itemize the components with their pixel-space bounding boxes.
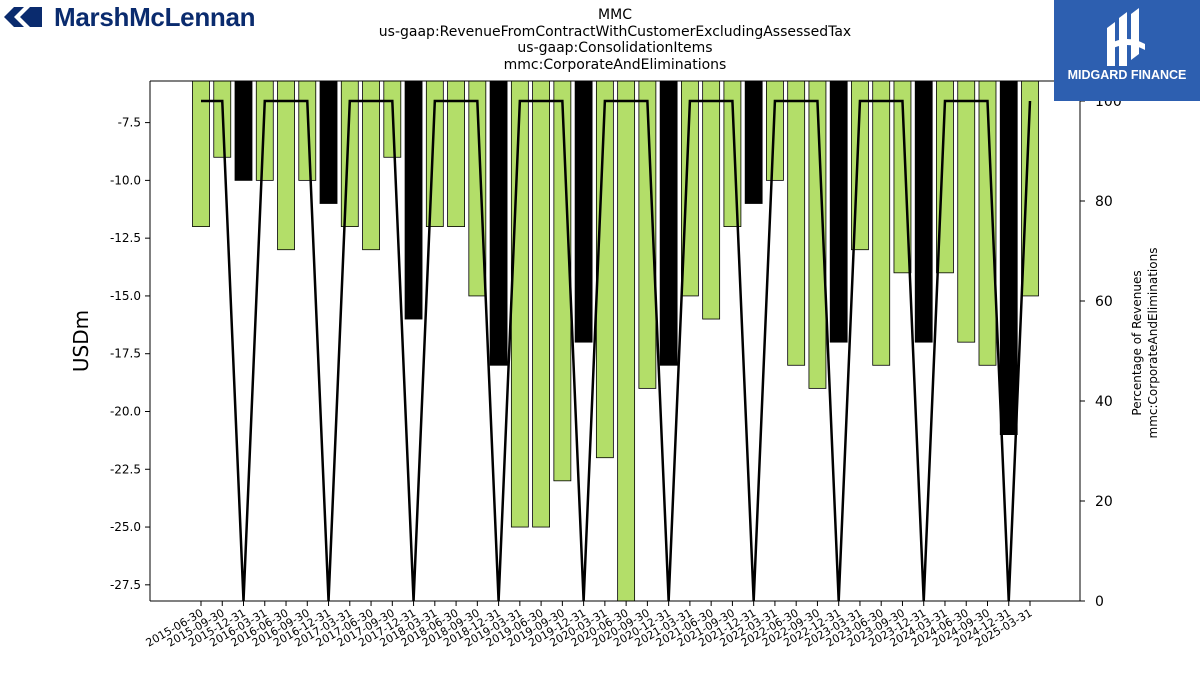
marsh-mclennan-logo-text: MarshMcLennan	[54, 1, 256, 32]
bar-2019-12-31	[574, 81, 593, 343]
y-tick-label: -22.5	[110, 462, 141, 476]
bar-2015-12-31	[234, 81, 253, 181]
midgard-finance-logo: MIDGARD FINANCE	[1054, 0, 1200, 101]
bar-2015-06-30	[192, 81, 210, 228]
bar-2017-06-30	[362, 81, 380, 251]
y2-tick-label: 80	[1095, 194, 1113, 210]
bar-2016-09-30	[298, 81, 317, 181]
marsh-mclennan-chevron-icon	[4, 7, 42, 27]
bar-2022-09-30	[808, 81, 827, 389]
bar-2021-06-30	[702, 81, 721, 320]
bar-2018-09-30	[468, 81, 487, 297]
bar-2016-12-31	[319, 81, 338, 204]
bar-2020-09-30	[638, 81, 657, 389]
y2-tick-label: 40	[1095, 394, 1113, 410]
y2-tick-label: 0	[1095, 594, 1104, 610]
bar-2021-03-31	[681, 81, 699, 297]
bar-2022-12-31	[829, 81, 848, 343]
y2-axis-label-line-1: Percentage of Revenues	[1130, 270, 1144, 415]
bar-2022-06-30	[787, 81, 806, 366]
midgard-finance-logo-text: MIDGARD FINANCE	[1067, 68, 1187, 82]
bar-2017-12-31	[404, 81, 423, 320]
bar-2020-12-31	[659, 81, 678, 366]
chart-title-line-2: us-gaap:RevenueFromContractWithCustomerE…	[378, 23, 852, 40]
bar-2019-03-31	[510, 81, 529, 528]
bar-2023-06-30	[872, 81, 891, 366]
y-tick-label: -17.5	[110, 347, 141, 361]
y2-axis-label-line-2: mmc:CorporateAndEliminations	[1146, 248, 1160, 439]
bar-2022-03-31	[766, 81, 784, 181]
y2-tick-label: 60	[1095, 294, 1113, 310]
bar-2025-03-31	[1021, 81, 1039, 297]
y-tick-label: -15.0	[110, 289, 141, 303]
bar-2016-06-30	[277, 81, 295, 251]
bar-2024-06-30	[957, 81, 976, 343]
y2-tick-label: 20	[1095, 494, 1113, 510]
midgard-finance-emblem-icon	[1107, 8, 1145, 66]
bar-2021-12-31	[744, 81, 763, 204]
bar-2018-06-30	[447, 81, 465, 228]
y-tick-label: -10.0	[110, 173, 141, 187]
bar-2024-12-31	[999, 81, 1018, 436]
bar-2024-09-30	[978, 81, 997, 366]
bar-2018-12-31	[489, 81, 508, 366]
y-axis-label: USDm	[69, 310, 93, 372]
y-tick-label: -7.5	[118, 116, 141, 130]
y-tick-label: -27.5	[110, 578, 141, 592]
chart-title-line-4: mmc:CorporateAndEliminations	[503, 56, 727, 73]
y-tick-label: -25.0	[110, 520, 141, 534]
bar-2023-12-31	[914, 81, 933, 343]
marsh-mclennan-logo: MarshMcLennan	[4, 1, 256, 32]
bar-2019-06-30	[532, 81, 550, 528]
bar-2019-09-30	[553, 81, 572, 482]
chart-title: MMC us-gaap:RevenueFromContractWithCusto…	[300, 7, 930, 73]
bar-2016-03-31	[255, 81, 274, 181]
y-tick-label: -20.0	[110, 404, 141, 418]
percentage-line	[201, 99, 1032, 602]
chart-title-line-3: us-gaap:ConsolidationItems	[517, 40, 713, 56]
y-tick-label: -12.5	[110, 231, 141, 245]
chart-title-line-1: MMC	[598, 7, 632, 23]
bar-2020-06-30	[617, 81, 636, 601]
